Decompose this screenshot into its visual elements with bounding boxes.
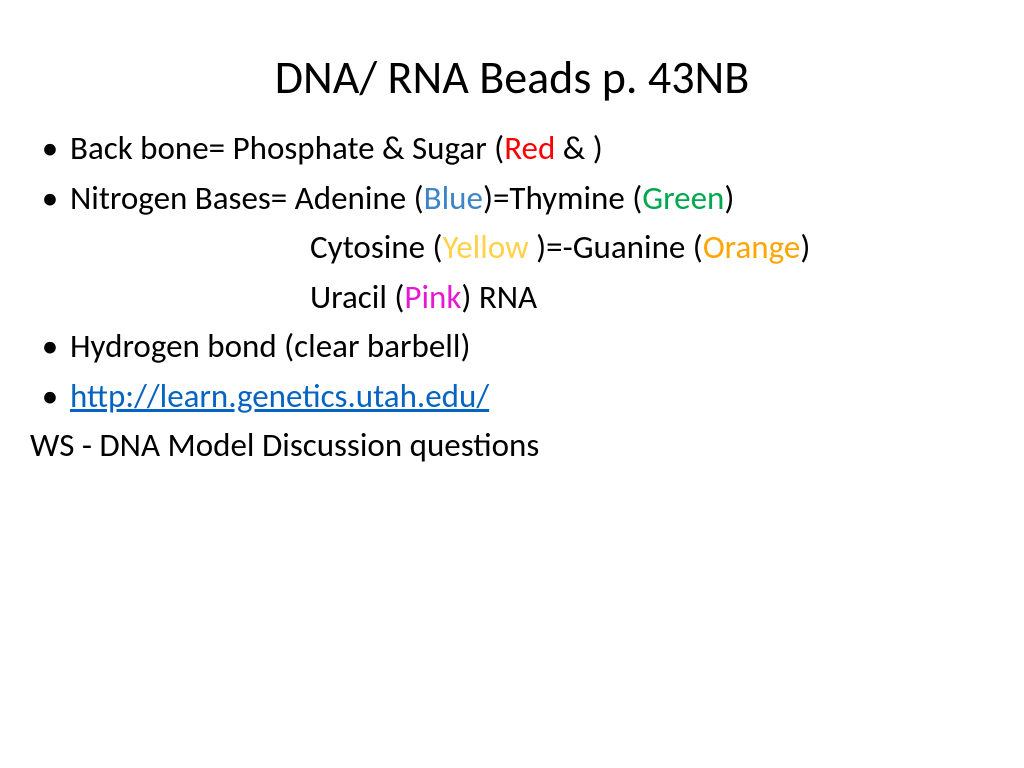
slide-title: DNA/ RNA Beads p. 43NB	[30, 50, 994, 106]
line-cytosine-guanine: Cytosine (Yellow )=-Guanine (Orange)	[30, 223, 994, 273]
bullet-marker: •	[30, 372, 70, 422]
text-segment: )	[724, 178, 734, 218]
text-segment: )=-Guanine (	[536, 227, 703, 267]
bullet-marker: •	[30, 174, 70, 224]
color-label-blue: Blue	[424, 178, 483, 218]
color-label-red: Red	[504, 128, 555, 168]
text-segment: Uracil (	[310, 277, 404, 317]
bullet-nitrogen-bases: • Nitrogen Bases= Adenine (Blue)=Thymine…	[30, 174, 994, 224]
bullet-link: • http://learn.genetics.utah.edu/	[30, 372, 994, 422]
genetics-utah-link[interactable]: http://learn.genetics.utah.edu/	[70, 376, 489, 416]
color-label-pink: Pink	[404, 277, 461, 317]
bullet-text: Hydrogen bond (clear barbell)	[70, 322, 470, 372]
text-segment: Nitrogen Bases= Adenine (	[70, 178, 424, 218]
text-segment: Cytosine (	[310, 227, 443, 267]
text-segment: ) RNA	[461, 277, 537, 317]
bullet-marker: •	[30, 124, 70, 174]
text-segment: Back bone= Phosphate & Sugar (	[70, 128, 504, 168]
bullet-marker: •	[30, 322, 70, 372]
text-segment: )	[800, 227, 810, 267]
text-segment: )=Thymine (	[483, 178, 642, 218]
color-label-green: Green	[642, 178, 724, 218]
bullet-text: Back bone= Phosphate & Sugar (Red & )	[70, 124, 603, 174]
color-label-orange: Orange	[703, 227, 801, 267]
bullet-backbone: • Back bone= Phosphate & Sugar (Red & )	[30, 124, 994, 174]
line-ws-discussion: WS - DNA Model Discussion questions	[30, 421, 994, 471]
bullet-text: Nitrogen Bases= Adenine (Blue)=Thymine (…	[70, 174, 734, 224]
text-segment: & )	[555, 128, 602, 168]
color-label-yellow: Yellow	[443, 227, 537, 267]
bullet-hydrogen-bond: • Hydrogen bond (clear barbell)	[30, 322, 994, 372]
bullet-text: http://learn.genetics.utah.edu/	[70, 372, 489, 422]
slide-body: • Back bone= Phosphate & Sugar (Red & ) …	[30, 124, 994, 471]
line-uracil: Uracil (Pink) RNA	[30, 273, 994, 323]
